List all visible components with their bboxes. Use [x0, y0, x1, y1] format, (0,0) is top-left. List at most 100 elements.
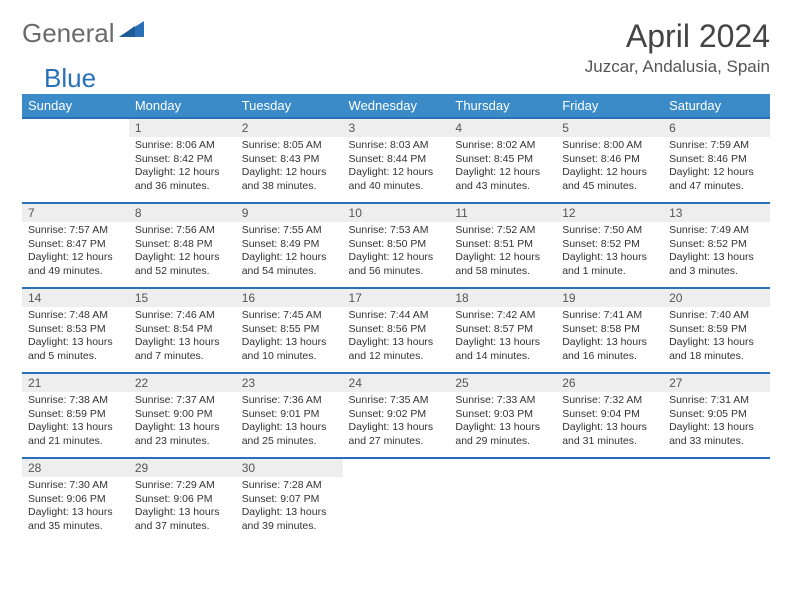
day-content: Sunrise: 8:05 AMSunset: 8:43 PMDaylight:…	[236, 137, 343, 198]
day-content: Sunrise: 7:45 AMSunset: 8:55 PMDaylight:…	[236, 307, 343, 368]
day-number: 29	[129, 459, 236, 477]
calendar-day-cell: 29 Sunrise: 7:29 AM Sunset: 9:06 PMDayligh…	[129, 458, 236, 543]
calendar-day-cell: 28Sunrise: 7:30 AMSunset: 9:06 PMDayligh…	[22, 458, 129, 543]
sunset-line: Sunset: 9:04 PM	[562, 408, 640, 420]
calendar-day-cell: 7Sunrise: 7:57 AMSunset: 8:47 PMDaylight…	[22, 203, 129, 288]
daylight-line: Daylight: 13 hours and 33 minutes.	[669, 421, 754, 447]
day-number: 21	[22, 374, 129, 392]
calendar-day-cell: 6Sunrise: 7:59 AMSunset: 8:46 PMDaylight…	[663, 118, 770, 203]
calendar-day-cell: 23Sunrise: 7:36 AMSunset: 9:01 PMDayligh…	[236, 373, 343, 458]
sunrise-line: Sunrise: 7:42 AM	[455, 309, 535, 321]
sunset-line: Sunset: 8:44 PM	[349, 153, 427, 165]
sunrise-line: Sunrise: 7:53 AM	[349, 224, 429, 236]
sunset-line: Sunset: 8:52 PM	[669, 238, 747, 250]
sunrise-line: Sunrise: 7:29 AM	[135, 479, 215, 491]
sunset-line: Sunset: 9:06 PM	[135, 493, 213, 505]
calendar-day-cell: 21Sunrise: 7:38 AMSunset: 8:59 PMDayligh…	[22, 373, 129, 458]
day-number: 23	[236, 374, 343, 392]
calendar-week-row: 1Sunrise: 8:06 AMSunset: 8:42 PMDaylight…	[22, 118, 770, 203]
daylight-line: Daylight: 13 hours and 16 minutes.	[562, 336, 647, 362]
day-content: Sunrise: 7:46 AMSunset: 8:54 PMDaylight:…	[129, 307, 236, 368]
sunset-line: Sunset: 9:00 PM	[135, 408, 213, 420]
sunrise-line: Sunrise: 7:56 AM	[135, 224, 215, 236]
weekday-header: Wednesday	[343, 94, 450, 118]
calendar-day-cell: 2Sunrise: 8:05 AMSunset: 8:43 PMDaylight…	[236, 118, 343, 203]
day-content: Sunrise: 7:33 AMSunset: 9:03 PMDaylight:…	[449, 392, 556, 453]
calendar-day-cell: 10Sunrise: 7:53 AMSunset: 8:50 PMDayligh…	[343, 203, 450, 288]
calendar-day-cell: 11Sunrise: 7:52 AMSunset: 8:51 PMDayligh…	[449, 203, 556, 288]
day-number: 1	[129, 119, 236, 137]
day-content: Sunrise: 8:03 AMSunset: 8:44 PMDaylight:…	[343, 137, 450, 198]
sunrise-line: Sunrise: 7:37 AM	[135, 394, 215, 406]
daylight-line: Daylight: 12 hours and 43 minutes.	[455, 166, 540, 192]
sunset-line: Sunset: 8:50 PM	[349, 238, 427, 250]
daylight-line: Daylight: 13 hours and 29 minutes.	[455, 421, 540, 447]
day-content: Sunrise: 8:00 AMSunset: 8:46 PMDaylight:…	[556, 137, 663, 198]
location: Juzcar, Andalusia, Spain	[585, 57, 770, 77]
logo: General	[22, 18, 147, 49]
sunrise-line: Sunrise: 7:50 AM	[562, 224, 642, 236]
sunrise-line: Sunrise: 7:33 AM	[455, 394, 535, 406]
sunset-line: Sunset: 8:57 PM	[455, 323, 533, 335]
daylight-line: Daylight: 13 hours and 12 minutes.	[349, 336, 434, 362]
sunrise-line: Sunrise: 8:00 AM	[562, 139, 642, 151]
daylight-line: Daylight: 13 hours and 31 minutes.	[562, 421, 647, 447]
day-number: 26	[556, 374, 663, 392]
day-content: Sunrise: 7:57 AMSunset: 8:47 PMDaylight:…	[22, 222, 129, 283]
logo-text-general: General	[22, 18, 115, 49]
day-number: 30	[236, 459, 343, 477]
day-content: Sunrise: 7:56 AMSunset: 8:48 PMDaylight:…	[129, 222, 236, 283]
day-number: 4	[449, 119, 556, 137]
day-content: Sunrise: 7:50 AMSunset: 8:52 PMDaylight:…	[556, 222, 663, 283]
weekday-header: Monday	[129, 94, 236, 118]
calendar-day-cell: 26Sunrise: 7:32 AMSunset: 9:04 PMDayligh…	[556, 373, 663, 458]
sunset-line: Sunset: 9:06 PM	[28, 493, 106, 505]
calendar-day-cell: 12Sunrise: 7:50 AMSunset: 8:52 PMDayligh…	[556, 203, 663, 288]
sunrise-line: Sunrise: 7:45 AM	[242, 309, 322, 321]
calendar-day-cell: 20Sunrise: 7:40 AMSunset: 8:59 PMDayligh…	[663, 288, 770, 373]
sunset-line: Sunset: 9:05 PM	[669, 408, 747, 420]
sunrise-line: Sunrise: 7:38 AM	[28, 394, 108, 406]
day-content: Sunrise: 7:38 AMSunset: 8:59 PMDaylight:…	[22, 392, 129, 453]
day-number: 12	[556, 204, 663, 222]
daylight-line: Daylight: 12 hours and 49 minutes.	[28, 251, 113, 277]
weekday-header: Tuesday	[236, 94, 343, 118]
daylight-line: Daylight: 12 hours and 47 minutes.	[669, 166, 754, 192]
calendar-week-row: 21Sunrise: 7:38 AMSunset: 8:59 PMDayligh…	[22, 373, 770, 458]
sunrise-line: Sunrise: 7:41 AM	[562, 309, 642, 321]
daylight-line: Daylight: 13 hours and 18 minutes.	[669, 336, 754, 362]
logo-triangle-icon	[119, 20, 145, 43]
sunset-line: Sunset: 8:45 PM	[455, 153, 533, 165]
sunrise-line: Sunrise: 7:28 AM	[242, 479, 322, 491]
calendar-day-cell: 30Sunrise: 7:28 AMSunset: 9:07 PMDayligh…	[236, 458, 343, 543]
calendar-day-cell	[343, 458, 450, 543]
sunrise-line: Sunrise: 8:06 AM	[135, 139, 215, 151]
daylight-line: Daylight: 12 hours and 58 minutes.	[455, 251, 540, 277]
daylight-line: Daylight: 13 hours and 1 minute.	[562, 251, 647, 277]
calendar-day-cell: 13Sunrise: 7:49 AMSunset: 8:52 PMDayligh…	[663, 203, 770, 288]
day-number: 7	[22, 204, 129, 222]
day-number: 2	[236, 119, 343, 137]
sunset-line: Sunset: 8:54 PM	[135, 323, 213, 335]
day-number: 28	[22, 459, 129, 477]
day-number: 9	[236, 204, 343, 222]
day-number: 16	[236, 289, 343, 307]
sunset-line: Sunset: 8:53 PM	[28, 323, 106, 335]
daylight-line: Daylight: 12 hours and 56 minutes.	[349, 251, 434, 277]
day-content: Sunrise: 7:32 AMSunset: 9:04 PMDaylight:…	[556, 392, 663, 453]
day-content: Sunrise: 7:49 AMSunset: 8:52 PMDaylight:…	[663, 222, 770, 283]
title-block: April 2024 Juzcar, Andalusia, Spain	[585, 18, 770, 77]
day-content: Sunrise: 8:02 AMSunset: 8:45 PMDaylight:…	[449, 137, 556, 198]
day-number: 3	[343, 119, 450, 137]
calendar-day-cell: 5Sunrise: 8:00 AMSunset: 8:46 PMDaylight…	[556, 118, 663, 203]
sunset-line: Sunset: 8:58 PM	[562, 323, 640, 335]
daylight-line: Daylight: 13 hours and 37 minutes.	[135, 506, 220, 532]
day-number: 14	[22, 289, 129, 307]
calendar-day-cell: 3Sunrise: 8:03 AMSunset: 8:44 PMDaylight…	[343, 118, 450, 203]
calendar-day-cell: 22Sunrise: 7:37 AMSunset: 9:00 PMDayligh…	[129, 373, 236, 458]
daylight-line: Daylight: 13 hours and 21 minutes.	[28, 421, 113, 447]
day-content: Sunrise: 7:41 AM Sunset: 8:58 PMDaylight:…	[556, 307, 663, 368]
sunrise-line: Sunrise: 8:05 AM	[242, 139, 322, 151]
day-content: Sunrise: 7:36 AMSunset: 9:01 PMDaylight:…	[236, 392, 343, 453]
day-number: 25	[449, 374, 556, 392]
